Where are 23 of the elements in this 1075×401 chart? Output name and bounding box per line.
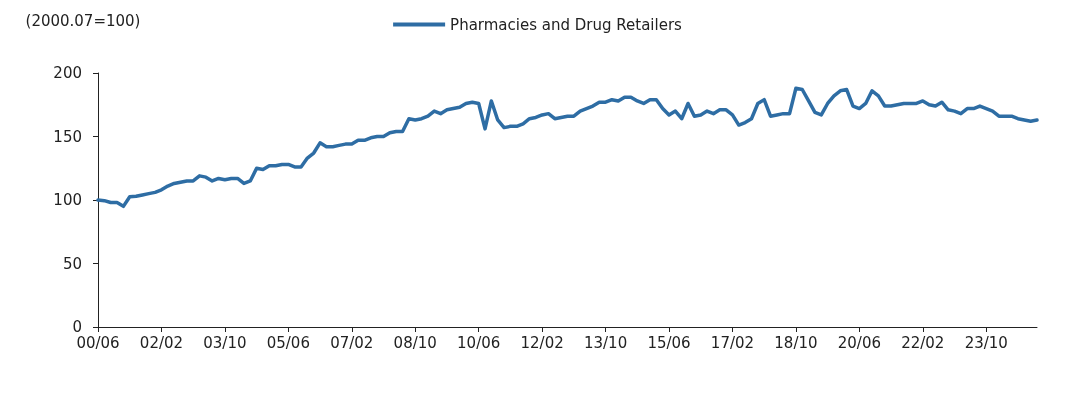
legend-label: Pharmacies and Drug Retailers — [450, 15, 683, 34]
x-tick-label: 18/10 — [774, 333, 818, 352]
line-series — [96, 86, 1039, 209]
y-axis-title: (2000.07=100) — [25, 11, 141, 30]
x-tick-label: 05/06 — [266, 333, 310, 352]
y-tick-label: 150 — [53, 127, 82, 146]
x-tick-label: 00/06 — [76, 333, 120, 352]
y-tick-label: 50 — [62, 254, 82, 273]
x-tick-label: 13/10 — [583, 333, 628, 352]
x-tick-label: 23/10 — [964, 333, 1008, 352]
x-tick-label: 15/06 — [647, 333, 691, 352]
y-tick-label: 100 — [53, 191, 82, 209]
y-tick-label: 0 — [72, 318, 82, 336]
y-tick-label: 200 — [53, 64, 82, 82]
x-tick-label: 12/02 — [520, 333, 564, 352]
x-tick-label: 08/10 — [393, 333, 437, 352]
x-tick-label: 22/02 — [901, 333, 945, 352]
x-tick-label: 17/02 — [710, 333, 755, 352]
x-tick-label: 07/02 — [330, 333, 374, 352]
x-tick-label: 10/06 — [457, 333, 501, 352]
x-tick-label: 02/02 — [139, 333, 184, 352]
x-tick-label: 03/10 — [203, 333, 247, 352]
x-tick-label: 20/06 — [837, 333, 881, 352]
